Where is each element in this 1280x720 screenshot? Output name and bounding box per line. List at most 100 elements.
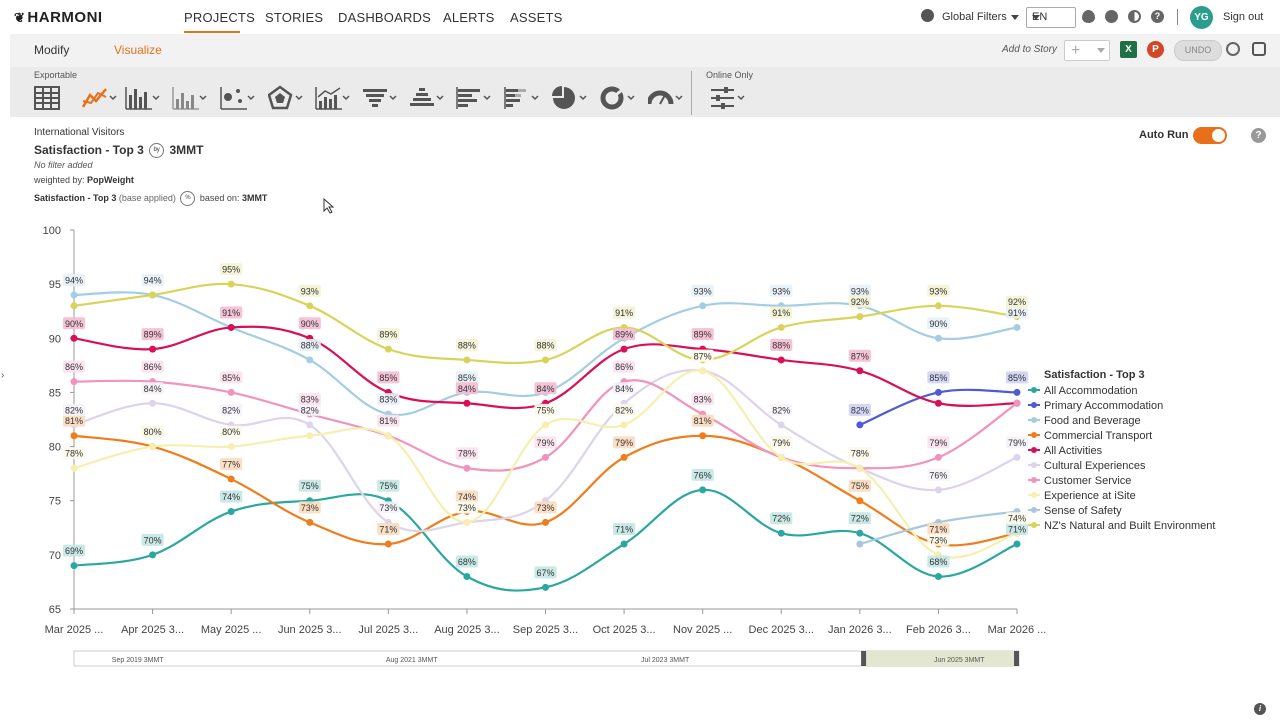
data-label: 82% (222, 405, 240, 415)
legend-marker (1031, 432, 1037, 438)
legend-title: Satisfaction - Top 3 (1044, 369, 1145, 381)
weighted-by: weighted by: PopWeight (34, 175, 134, 185)
info-icon[interactable]: i (1254, 703, 1266, 715)
legend-item: All Activities (1044, 445, 1103, 457)
nav-stories[interactable]: STORIES (265, 10, 324, 25)
line-chart-button[interactable] (82, 85, 120, 111)
avatar[interactable]: YG (1190, 6, 1213, 29)
plus-icon: + (1071, 42, 1081, 59)
data-label: 85% (929, 373, 947, 383)
legend-marker (1031, 417, 1037, 423)
data-label: 92% (1008, 297, 1026, 307)
data-label-bg (377, 328, 400, 341)
data-label-bg (770, 403, 793, 416)
data-label-bg (770, 512, 793, 525)
excel-export-icon[interactable]: X (1120, 41, 1137, 58)
nav-projects[interactable]: PROJECTS (184, 10, 255, 25)
series-point (542, 583, 549, 591)
data-label: 77% (222, 460, 240, 470)
x-tick-label: Sep 2025 3... (513, 624, 578, 636)
reset-layout-icon[interactable] (1252, 42, 1266, 56)
data-label: 68% (929, 557, 947, 567)
help-icon[interactable]: ? (1251, 128, 1266, 143)
series-line (73, 282, 1018, 365)
nav-dashboards[interactable]: DASHBOARDS (338, 10, 432, 25)
scatter-chart-button[interactable] (220, 85, 258, 111)
data-label: 75% (536, 405, 554, 415)
radar-chart-button[interactable] (268, 85, 306, 111)
donut-chart-button[interactable] (600, 85, 638, 111)
percent-badge-icon: % (180, 191, 196, 206)
column-chart-button[interactable] (125, 85, 163, 111)
auto-run-toggle[interactable] (1193, 127, 1227, 144)
data-label-bg (62, 403, 86, 416)
data-label: 79% (615, 438, 633, 448)
data-label-bg (377, 523, 400, 536)
add-to-story-button[interactable]: + (1064, 40, 1110, 61)
data-label-bg (455, 371, 479, 384)
data-label: 91% (615, 308, 633, 318)
series-point (70, 302, 78, 310)
data-label: 87% (851, 351, 869, 361)
globe-icon[interactable] (921, 9, 934, 22)
data-label: 82% (851, 405, 869, 415)
data-label: 89% (144, 330, 162, 340)
data-label-bg (141, 425, 164, 438)
measure-name: Satisfaction - Top 3 (34, 143, 144, 157)
harmoni-logo[interactable]: ❦ HARMONI (14, 9, 103, 26)
y-tick-label: 70 (49, 550, 61, 562)
contrast-icon[interactable] (1128, 10, 1141, 23)
x-tick-label: Aug 2025 3... (434, 624, 499, 636)
data-label: 75% (301, 481, 319, 491)
data-label-bg (298, 403, 321, 416)
nav-assets[interactable]: ASSETS (510, 10, 563, 25)
series-point (70, 464, 78, 472)
data-label: 89% (379, 330, 397, 340)
pie-chart-button[interactable] (552, 85, 590, 111)
x-tick-label: Dec 2025 3... (749, 624, 814, 636)
refresh-icon[interactable] (1226, 42, 1240, 56)
funnel-chart-button[interactable] (362, 85, 400, 111)
combo-chart-button[interactable] (315, 85, 353, 111)
add-to-story-label: Add to Story (1002, 44, 1058, 55)
series-point (856, 367, 864, 375)
expand-sidebar-icon[interactable]: › (1, 370, 5, 381)
nav-alerts[interactable]: ALERTS (443, 10, 495, 25)
table-chart-button[interactable] (34, 85, 60, 111)
data-label-bg (377, 393, 400, 406)
tab-modify[interactable]: Modify (34, 43, 70, 57)
brightness-icon[interactable] (1105, 10, 1118, 23)
gauge-chart-button[interactable] (648, 85, 686, 111)
data-label: 79% (772, 438, 790, 448)
data-label-bg (534, 382, 557, 395)
data-label-bg (141, 360, 164, 373)
series-line (73, 434, 1018, 547)
powerpoint-export-icon[interactable]: P (1147, 41, 1164, 58)
data-label: 73% (458, 503, 476, 513)
data-label: 85% (458, 373, 476, 383)
global-filters-dropdown[interactable]: Global Filters (942, 11, 1019, 23)
data-label-bg (691, 284, 714, 297)
language-select[interactable]: EN (1026, 7, 1076, 28)
series-point (542, 518, 549, 526)
data-label-bg (220, 403, 243, 416)
base-measure: Satisfaction - Top 3 (34, 192, 117, 203)
series-line (73, 291, 1018, 417)
column-chart-icon (125, 87, 160, 110)
data-label: 78% (65, 449, 83, 459)
stacked-column-button[interactable] (172, 85, 210, 111)
x-tick-label: Mar 2025 ... (45, 624, 104, 636)
legend-marker (1031, 462, 1037, 468)
funnel-chart-icon (363, 89, 397, 107)
bar-chart-button[interactable] (456, 85, 494, 111)
eye-icon[interactable] (1082, 10, 1095, 23)
stacked-bar-button[interactable] (504, 85, 542, 111)
pyramid-chart-button[interactable] (409, 85, 447, 111)
data-label: 74% (222, 492, 240, 502)
undo-button[interactable]: UNDO (1174, 40, 1222, 61)
help-icon[interactable]: ? (1151, 10, 1164, 23)
data-label-bg (62, 414, 86, 427)
chart-settings-button[interactable] (710, 85, 748, 111)
tab-visualize[interactable]: Visualize (114, 43, 162, 57)
signout-link[interactable]: Sign out (1223, 11, 1264, 23)
